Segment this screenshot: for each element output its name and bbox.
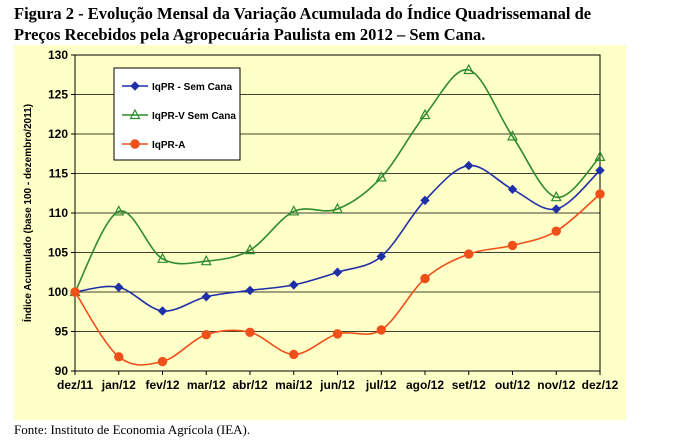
x-tick-label-1: jan/12: [101, 378, 136, 392]
point-1-8: [419, 108, 431, 120]
point-2-6: [332, 329, 343, 339]
x-tick-label-11: nov/12: [537, 378, 575, 392]
point-1-4: [244, 243, 256, 255]
y-tick-label-90: 90: [55, 364, 69, 378]
chart-title-line-2: Preços Recebidos pela Agropecuária Pauli…: [14, 25, 486, 44]
point-1-7: [375, 171, 387, 182]
x-tick-label-9: set/12: [452, 378, 486, 392]
point-0-9: [464, 160, 474, 171]
y-tick-label-95: 95: [55, 325, 69, 339]
point-1-1: [113, 205, 125, 216]
series-line-2: [74, 193, 601, 366]
x-tick-label-6: jun/12: [319, 378, 355, 392]
x-tick-label-8: ago/12: [406, 378, 444, 392]
point-0-5: [289, 280, 299, 290]
point-2-2: [157, 356, 168, 367]
point-0-10: [507, 184, 518, 195]
series-0: [70, 160, 605, 316]
legend: IqPR - Sem Cana IqPR-V Sem Cana IqPR-A: [113, 67, 241, 161]
point-0-8: [420, 195, 430, 206]
point-2-0: [70, 287, 80, 297]
chart-title: Figura 2 - Evolução Mensal da Variação A…: [14, 3, 674, 45]
x-tick-label-10: out/12: [495, 378, 531, 392]
series-line-1: [74, 69, 601, 293]
y-tick-label-125: 125: [48, 88, 68, 102]
point-0-11: [551, 204, 561, 214]
legend-marker-1: [129, 108, 141, 120]
point-2-10: [507, 240, 518, 251]
point-2-9: [464, 249, 474, 259]
x-tick-label-12: dez/12: [582, 378, 619, 392]
x-tick-label-5: mai/12: [275, 378, 313, 392]
series-2: [70, 189, 605, 367]
x-tick-label-4: abr/12: [232, 378, 268, 392]
data-series: [69, 63, 606, 367]
chart-title-line-1: Figura 2 - Evolução Mensal da Variação A…: [14, 4, 592, 23]
series-1: [69, 63, 606, 297]
point-2-8: [420, 273, 430, 284]
y-tick-label-115: 115: [49, 167, 69, 181]
legend-marker-2: [130, 139, 140, 149]
point-2-5: [289, 349, 299, 360]
point-2-12: [595, 189, 605, 199]
point-1-10: [507, 130, 518, 141]
point-2-4: [245, 327, 255, 337]
point-0-2: [157, 306, 168, 316]
point-0-12: [595, 165, 605, 176]
series-line-0: [74, 164, 601, 312]
point-0-4: [245, 285, 255, 296]
point-2-7: [376, 325, 386, 335]
legend-marker-0: [130, 81, 140, 91]
point-0-7: [376, 251, 386, 262]
point-0-6: [332, 267, 343, 277]
y-axis-label: Índice Acumulado (base 100 - dezembro/20…: [21, 104, 34, 322]
point-1-5: [288, 205, 300, 216]
y-axis-ticks: 90 95 100 105 110 115 120 125 130: [48, 48, 75, 378]
x-tick-label-0: dez/11: [57, 378, 93, 392]
y-tick-label-130: 130: [48, 48, 68, 62]
x-axis-ticks: dez/11 jan/12 fev/12 mar/12 abr/12 mai/12 jun/…: [57, 371, 619, 392]
point-1-3: [200, 254, 212, 266]
point-1-12: [594, 150, 606, 162]
y-tick-label-105: 105: [48, 246, 68, 260]
point-1-2: [157, 252, 168, 263]
y-tick-label-110: 110: [49, 206, 69, 220]
x-tick-label-3: mar/12: [187, 378, 226, 392]
x-tick-label-2: fev/12: [145, 378, 179, 392]
y-tick-label-120: 120: [48, 127, 68, 141]
legend-label-1: IqPR-V Sem Cana: [152, 111, 236, 122]
source-note: Fonte: Instituto de Economia Agrícola (I…: [14, 422, 251, 437]
point-2-3: [201, 329, 211, 340]
chart-panel: 90 95 100 105 110 115 120 125 130 dez/11 jan/12 fe…: [14, 45, 626, 420]
legend-label-2: IqPR-A: [152, 140, 185, 151]
y-tick-label-100: 100: [48, 285, 68, 299]
legend-label-0: IqPR - Sem Cana: [152, 82, 232, 93]
x-tick-label-7: jul/12: [365, 378, 397, 392]
point-0-3: [201, 292, 211, 302]
point-1-6: [332, 202, 343, 214]
point-1-11: [550, 190, 562, 202]
point-0-1: [114, 282, 124, 292]
point-2-11: [551, 226, 561, 236]
point-1-9: [463, 63, 475, 75]
point-2-1: [114, 352, 124, 362]
line-chart: 90 95 100 105 110 115 120 125 130 dez/11 jan/12 fe…: [21, 48, 619, 392]
